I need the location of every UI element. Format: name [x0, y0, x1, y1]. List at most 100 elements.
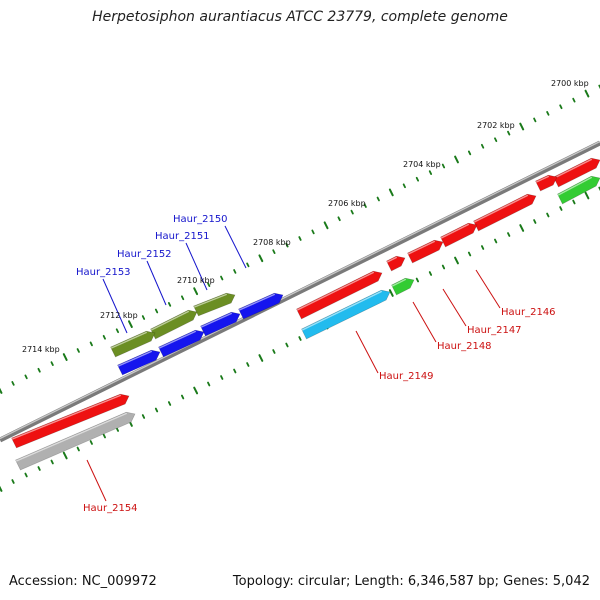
inner-tick: [546, 212, 550, 218]
outer-tick: [454, 155, 459, 164]
gene-label[interactable]: Haur_2152: [117, 249, 172, 260]
gene-label[interactable]: Haur_2146: [501, 307, 556, 318]
outer-tick: [494, 137, 498, 143]
outer-tick: [128, 320, 133, 328]
outer-tick: [141, 315, 146, 320]
inner-tick: [428, 271, 433, 276]
gene-red[interactable]: [473, 193, 537, 232]
gene-cyan[interactable]: [301, 289, 391, 340]
inner-tick: [76, 446, 80, 452]
inner-tick: [494, 238, 498, 244]
gene-blue[interactable]: [117, 349, 161, 376]
inner-tick: [415, 277, 420, 283]
outer-tick: [350, 209, 354, 215]
outer-tick: [415, 176, 420, 182]
gene-blue[interactable]: [238, 292, 284, 320]
gene-label[interactable]: Haur_2148: [437, 341, 492, 352]
outer-tick: [115, 328, 120, 334]
gene-blue[interactable]: [158, 329, 205, 358]
outer-tick: [467, 150, 472, 156]
inner-tick: [584, 191, 590, 200]
outer-tick: [584, 89, 590, 98]
gene-olive[interactable]: [110, 330, 156, 358]
gene-red[interactable]: [386, 255, 406, 272]
outer-tick: [207, 282, 211, 287]
gene-label[interactable]: Haur_2150: [173, 214, 228, 225]
gene-red[interactable]: [535, 174, 558, 192]
gene-label[interactable]: Haur_2149: [379, 371, 434, 382]
outer-tick: [311, 229, 315, 235]
outer-tick: [50, 361, 54, 366]
gene-grey[interactable]: [15, 411, 136, 471]
leader-line: [185, 242, 208, 291]
genome-backbone-highlight: [0, 140, 600, 440]
outer-tick: [167, 302, 172, 307]
gene-red[interactable]: [11, 393, 130, 449]
inner-tick: [207, 381, 211, 387]
inner-tick: [441, 264, 446, 270]
inner-tick: [24, 472, 28, 478]
outer-tick: [572, 97, 576, 103]
outer-tick: [62, 353, 68, 361]
outer-tick: [285, 242, 289, 248]
gene-red[interactable]: [553, 157, 600, 188]
topology-info: Topology: circular; Length: 6,346,587 bp…: [232, 574, 590, 589]
outer-tick: [102, 334, 106, 340]
inner-tick: [272, 349, 276, 354]
outer-tick: [402, 183, 406, 189]
inner-tick: [572, 199, 576, 205]
outer-tick: [180, 295, 185, 301]
outer-tick: [193, 287, 199, 296]
outer-tick: [441, 163, 446, 169]
gene-blue[interactable]: [200, 311, 241, 337]
inner-tick: [37, 466, 41, 471]
outer-tick: [272, 249, 276, 255]
inner-tick: [454, 256, 459, 265]
leader-line: [224, 225, 247, 269]
outer-tick: [337, 216, 341, 222]
inner-tick: [388, 289, 394, 297]
leader-line: [442, 288, 467, 327]
leader-line: [475, 269, 501, 309]
gene-olive[interactable]: [193, 292, 236, 317]
gene-green[interactable]: [557, 175, 600, 205]
outer-tick: [154, 308, 159, 314]
gene-olive[interactable]: [150, 309, 198, 340]
outer-tick: [220, 275, 224, 281]
gene-green[interactable]: [391, 277, 415, 296]
kbp-label: 2708 kbp: [253, 238, 291, 247]
kbp-label: 2710 kbp: [177, 276, 215, 285]
inner-tick: [180, 394, 185, 400]
inner-tick: [220, 375, 224, 380]
inner-tick: [167, 401, 172, 406]
inner-tick: [533, 219, 537, 224]
leader-line: [412, 301, 437, 343]
inner-tick: [467, 251, 472, 257]
outer-tick: [24, 374, 28, 380]
label-layer: 2700 kbp 2702 kbp 2704 kbp 2706 kbp 2708 kbp…: [22, 79, 589, 514]
inner-tick: [62, 451, 68, 460]
gene-red[interactable]: [407, 239, 444, 264]
gene-layer: [11, 157, 600, 471]
outer-tick: [323, 221, 329, 230]
gene-red[interactable]: [296, 270, 383, 320]
leader-layer: [86, 225, 501, 502]
kbp-label: 2706 kbp: [328, 199, 366, 208]
outer-tick: [546, 111, 550, 116]
kbp-label: 2712 kbp: [100, 311, 138, 320]
leader-line: [86, 459, 107, 502]
inner-tick: [246, 362, 250, 367]
accession-text: Accession: NC_009972: [9, 574, 157, 589]
inner-tick: [298, 336, 302, 341]
outer-tick: [37, 367, 41, 373]
gene-label[interactable]: Haur_2154: [83, 503, 138, 514]
inner-tick: [50, 459, 54, 465]
gene-label[interactable]: Haur_2153: [76, 267, 131, 278]
gene-label[interactable]: Haur_2147: [467, 325, 522, 336]
outer-tick: [76, 348, 80, 353]
gene-red[interactable]: [440, 222, 478, 248]
gene-label[interactable]: Haur_2151: [155, 231, 210, 242]
kbp-label: 2700 kbp: [551, 79, 589, 88]
outer-tick: [533, 117, 537, 123]
